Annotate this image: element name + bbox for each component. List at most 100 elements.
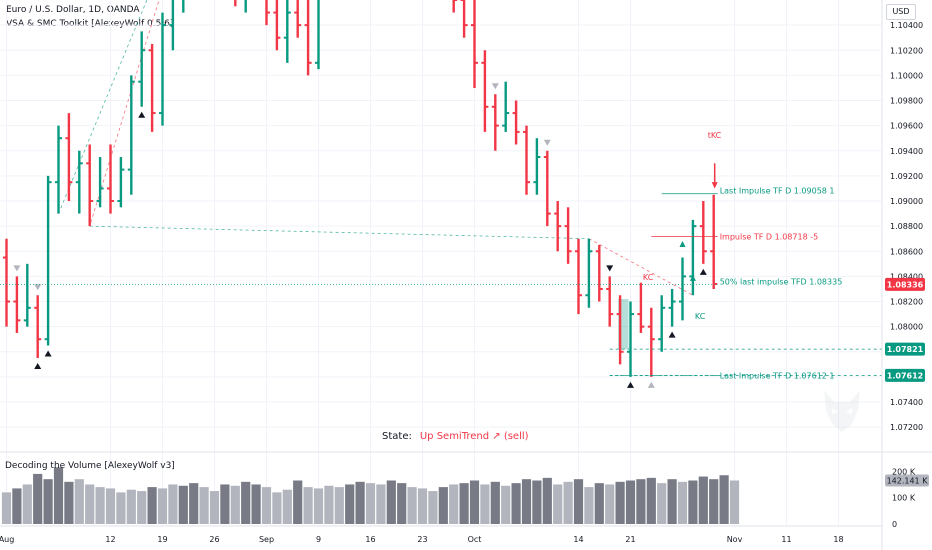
volume-bar[interactable] xyxy=(189,483,199,524)
ohlc-bar[interactable] xyxy=(512,100,520,145)
ohlc-bar[interactable] xyxy=(315,0,322,70)
volume-bar[interactable] xyxy=(199,487,209,524)
volume-bar[interactable] xyxy=(584,487,594,524)
volume-bar[interactable] xyxy=(521,479,532,524)
volume-bar[interactable] xyxy=(64,481,74,524)
volume-bar[interactable] xyxy=(324,485,334,524)
ohlc-bar[interactable] xyxy=(710,194,718,289)
volume-bar[interactable] xyxy=(417,488,428,524)
ohlc-bar[interactable] xyxy=(65,113,73,202)
volume-bar[interactable] xyxy=(293,480,303,525)
volume-indicator-title[interactable]: Decoding the Volume [AlexeyWolf v3] xyxy=(5,461,175,471)
ohlc-bar[interactable] xyxy=(460,0,468,38)
volume-bar[interactable] xyxy=(85,484,95,524)
ohlc-bar[interactable] xyxy=(554,201,562,252)
volume-bar[interactable] xyxy=(605,484,615,524)
volume-bar[interactable] xyxy=(22,484,32,524)
volume-bar[interactable] xyxy=(168,484,178,524)
ohlc-bar[interactable] xyxy=(180,0,187,13)
volume-bar[interactable] xyxy=(95,487,105,524)
ohlc-bar[interactable] xyxy=(658,295,666,352)
ohlc-bar[interactable] xyxy=(148,43,156,132)
volume-bar[interactable] xyxy=(1,492,12,524)
volume-bar[interactable] xyxy=(33,473,43,524)
volume-bar[interactable] xyxy=(594,483,604,524)
volume-bar[interactable] xyxy=(459,483,469,524)
ohlc-bar[interactable] xyxy=(491,94,499,151)
volume-bar[interactable] xyxy=(334,487,344,524)
ohlc-bar[interactable] xyxy=(23,263,31,327)
volume-bar[interactable] xyxy=(209,491,220,524)
ohlc-bar[interactable] xyxy=(294,0,302,38)
volume-bar[interactable] xyxy=(43,479,53,524)
ohlc-bar[interactable] xyxy=(283,0,291,63)
volume-bar[interactable] xyxy=(345,484,355,524)
ohlc-bar[interactable] xyxy=(117,157,125,208)
ohlc-bar[interactable] xyxy=(689,219,697,296)
indicator-title[interactable]: VSA & SMC Toolkit [AlexeyWolf 0.5.6] xyxy=(6,19,174,29)
volume-bar[interactable] xyxy=(729,480,740,525)
ohlc-bar[interactable] xyxy=(232,0,239,7)
volume-bar[interactable] xyxy=(563,481,573,524)
volume-bar[interactable] xyxy=(105,488,116,524)
ohlc-bar[interactable] xyxy=(575,238,582,315)
volume-bar[interactable] xyxy=(677,481,688,524)
ohlc-bar[interactable] xyxy=(107,144,114,214)
volume-bar[interactable] xyxy=(480,484,490,524)
volume-bar[interactable] xyxy=(355,481,365,524)
ohlc-bar[interactable] xyxy=(699,201,707,264)
ohlc-bar[interactable] xyxy=(127,75,135,195)
volume-bar[interactable] xyxy=(157,488,168,524)
volume-bar[interactable] xyxy=(511,483,521,524)
ohlc-bar[interactable] xyxy=(564,207,572,264)
volume-bar[interactable] xyxy=(657,483,667,524)
ohlc-bar[interactable] xyxy=(616,295,624,365)
ohlc-bar[interactable] xyxy=(75,150,83,214)
volume-bar[interactable] xyxy=(261,487,272,524)
ohlc-bar[interactable] xyxy=(679,257,686,321)
volume-bar[interactable] xyxy=(719,475,729,524)
volume-bar[interactable] xyxy=(698,476,708,524)
ohlc-bar[interactable] xyxy=(533,138,541,195)
ohlc-bar[interactable] xyxy=(242,0,249,13)
ohlc-bar[interactable] xyxy=(169,0,176,51)
ohlc-bar[interactable] xyxy=(44,175,52,346)
ohlc-bar[interactable] xyxy=(263,0,270,26)
volume-bar[interactable] xyxy=(116,492,126,524)
volume-bar[interactable] xyxy=(313,488,324,524)
volume-bar[interactable] xyxy=(74,479,84,524)
volume-bar[interactable] xyxy=(573,479,584,524)
ohlc-bar[interactable] xyxy=(481,50,489,132)
ohlc-bar[interactable] xyxy=(34,295,42,359)
volume-bar[interactable] xyxy=(449,484,459,524)
volume-bar[interactable] xyxy=(272,492,282,524)
volume-bar[interactable] xyxy=(615,481,625,524)
volume-bar[interactable] xyxy=(230,485,240,524)
volume-bar[interactable] xyxy=(542,477,552,524)
volume-bar[interactable] xyxy=(625,480,636,525)
volume-bar[interactable] xyxy=(501,485,511,524)
volume-bar[interactable] xyxy=(688,480,698,525)
volume-bar[interactable] xyxy=(407,487,417,524)
ohlc-bar[interactable] xyxy=(627,301,634,377)
ohlc-bar[interactable] xyxy=(637,282,645,333)
ohlc-bar[interactable] xyxy=(647,307,655,377)
volume-bar[interactable] xyxy=(178,485,188,524)
volume-bar[interactable] xyxy=(469,480,480,525)
ohlc-bar[interactable] xyxy=(450,0,458,13)
volume-bar[interactable] xyxy=(490,481,500,524)
volume-bar[interactable] xyxy=(386,480,396,525)
ohlc-bar[interactable] xyxy=(304,0,312,76)
volume-bar[interactable] xyxy=(303,487,313,524)
volume-bar[interactable] xyxy=(53,467,64,524)
volume-bar[interactable] xyxy=(241,481,251,524)
volume-bar[interactable] xyxy=(147,487,157,524)
volume-bar[interactable] xyxy=(438,487,448,524)
ohlc-bar[interactable] xyxy=(138,31,146,107)
volume-bar[interactable] xyxy=(709,479,719,524)
ohlc-bar[interactable] xyxy=(543,150,551,227)
ohlc-bar[interactable] xyxy=(55,125,62,214)
volume-bar[interactable] xyxy=(667,479,677,524)
volume-bar[interactable] xyxy=(376,484,386,524)
